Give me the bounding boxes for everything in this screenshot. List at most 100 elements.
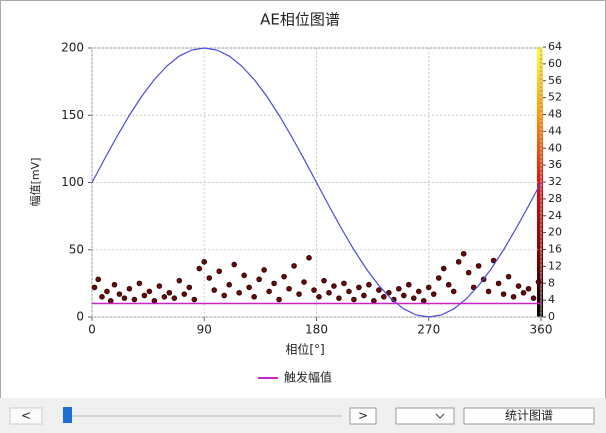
colorbar-tick-label: 52 (548, 91, 562, 104)
colorbar-tick-label: 44 (548, 124, 562, 137)
colorbar-tick-label: 28 (548, 192, 562, 205)
point (104, 288, 110, 295)
point (371, 298, 377, 304)
point (261, 267, 267, 273)
point (136, 280, 143, 287)
colorbar-tick-label: 12 (548, 259, 562, 272)
point (331, 283, 337, 289)
point (141, 292, 148, 299)
point (286, 285, 292, 292)
point (281, 273, 287, 280)
point (465, 269, 472, 276)
x-tick-label: 270 (417, 323, 440, 337)
colorbar-tick-label: 56 (548, 74, 562, 87)
next-label: > (358, 409, 368, 423)
dropdown[interactable] (395, 407, 455, 425)
point (530, 295, 537, 301)
colorbar-tick-label: 36 (548, 158, 562, 171)
point (95, 276, 102, 283)
y-tick-label: 50 (69, 242, 84, 256)
point (151, 298, 158, 304)
point (231, 261, 237, 268)
next-button[interactable] (349, 407, 377, 425)
dropdown-arrow (435, 413, 445, 419)
stats-button[interactable] (463, 407, 595, 425)
colorbar-tick-label: 40 (548, 141, 562, 154)
point (171, 295, 178, 301)
colorbar-tick-label: 60 (548, 57, 562, 70)
point (515, 283, 522, 289)
point (495, 280, 502, 287)
colorbar-tick-label: 20 (548, 226, 562, 239)
point (266, 288, 272, 295)
colorbar-tick-label: 8 (548, 276, 555, 289)
point (91, 284, 98, 291)
point (311, 287, 317, 293)
point (181, 291, 188, 297)
point (256, 276, 262, 283)
point (455, 259, 462, 265)
point (166, 289, 173, 296)
point (535, 279, 542, 285)
point (226, 281, 232, 288)
point (410, 295, 417, 301)
y-axis-label: 幅值[mV] (29, 158, 42, 207)
point (99, 294, 105, 300)
prev-label: < (21, 409, 31, 423)
point (201, 259, 208, 265)
slider-thumb[interactable] (63, 407, 72, 423)
point (301, 279, 307, 285)
point (236, 289, 242, 296)
x-tick-label: 90 (197, 323, 212, 337)
point (251, 294, 257, 300)
point (381, 294, 387, 300)
x-tick-label: 180 (305, 323, 328, 337)
colorbar-tick-label: 4 (548, 293, 555, 306)
point (376, 287, 382, 293)
x-tick-label: 360 (530, 323, 553, 337)
point (107, 298, 114, 304)
point (475, 263, 482, 269)
point (510, 294, 517, 300)
point (306, 255, 312, 261)
y-tick-label: 150 (61, 108, 84, 122)
point (126, 285, 133, 292)
point (241, 272, 247, 279)
point (341, 280, 347, 287)
colorbar-tick-label: 32 (548, 175, 562, 188)
point (191, 296, 198, 303)
point (221, 292, 228, 299)
point (206, 275, 213, 281)
point (525, 285, 532, 292)
legend-label: 触发幅值 (284, 370, 332, 385)
point (121, 295, 128, 301)
point (176, 277, 183, 284)
point (405, 281, 412, 288)
point (361, 292, 367, 299)
prev-button[interactable] (9, 407, 43, 425)
point (131, 296, 138, 303)
point (470, 284, 477, 291)
y-tick-label: 100 (61, 175, 84, 189)
point (196, 265, 203, 272)
point (316, 294, 322, 300)
x-axis-label: 相位[°] (285, 342, 324, 357)
point (440, 265, 447, 272)
stats-label: 统计图谱 (505, 409, 553, 423)
point (450, 288, 457, 295)
chart-title: AE相位图谱 (260, 11, 340, 29)
point (505, 273, 512, 280)
point (326, 289, 332, 296)
point (296, 291, 302, 297)
point (435, 275, 442, 281)
point (146, 288, 153, 295)
point (346, 288, 352, 295)
point (291, 263, 297, 269)
point (520, 289, 527, 296)
colorbar-tick-label: 48 (548, 108, 562, 121)
point (415, 288, 422, 295)
point (460, 250, 467, 257)
point (425, 284, 432, 291)
point (500, 291, 507, 297)
